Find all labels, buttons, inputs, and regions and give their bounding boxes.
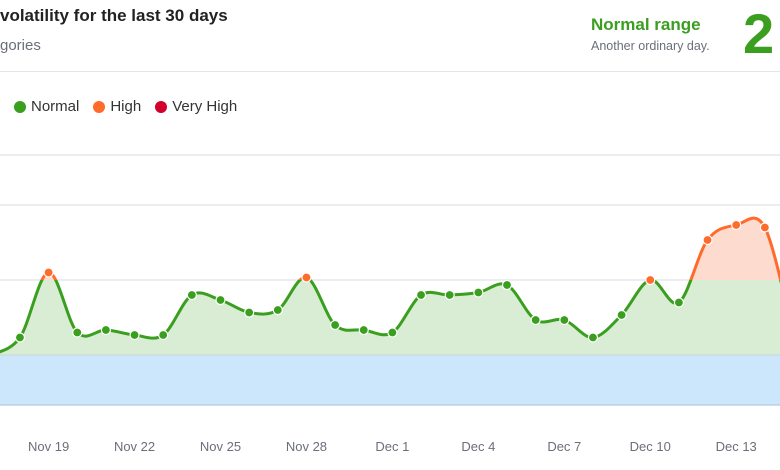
legend-label: Very High <box>172 98 238 115</box>
legend-dot-high <box>93 100 106 113</box>
x-tick-label: Nov 22 <box>114 439 155 454</box>
data-point <box>301 272 312 283</box>
data-point <box>330 319 341 331</box>
x-tick-label: Nov 28 <box>286 439 327 454</box>
chart-title: volatility for the last 30 days <box>0 6 228 25</box>
data-point <box>215 294 226 306</box>
x-tick-label: Dec 13 <box>716 439 757 454</box>
legend-item-high[interactable]: High <box>93 98 141 115</box>
legend: Normal High Very High <box>14 98 237 115</box>
data-point <box>645 274 656 286</box>
divider <box>0 71 780 72</box>
data-point <box>616 309 627 321</box>
status-label: Normal range <box>591 15 701 34</box>
legend-label: Normal <box>31 98 80 115</box>
low-zone-band <box>0 355 780 405</box>
high-area <box>41 218 780 280</box>
data-point <box>43 267 54 278</box>
data-point <box>158 329 169 341</box>
data-point <box>358 324 369 336</box>
data-point <box>444 289 455 301</box>
x-tick-label: Dec 10 <box>630 439 671 454</box>
x-tick-label: Nov 25 <box>200 439 241 454</box>
status-description: Another ordinary day. <box>591 39 710 53</box>
legend-dot-normal <box>14 100 26 113</box>
data-point <box>731 219 742 231</box>
volatility-score: 2 <box>743 2 775 65</box>
data-point <box>244 307 255 318</box>
chart-subtitle: gories <box>0 37 41 54</box>
data-point <box>186 289 197 301</box>
data-point <box>14 332 26 343</box>
data-point <box>100 324 112 336</box>
data-point <box>72 327 83 338</box>
data-point <box>272 304 283 316</box>
legend-dot-very-high <box>155 100 168 113</box>
legend-label: High <box>110 98 142 115</box>
data-point <box>129 329 140 341</box>
data-point <box>473 287 484 298</box>
x-tick-label: Nov 19 <box>28 439 69 454</box>
data-point <box>530 314 541 326</box>
legend-item-very-high[interactable]: Very High <box>155 98 237 115</box>
data-point <box>702 234 713 246</box>
data-point <box>587 332 599 343</box>
data-point <box>387 327 398 338</box>
data-point <box>415 289 427 301</box>
x-tick-label: Dec 4 <box>461 439 495 454</box>
data-point <box>559 314 570 326</box>
legend-item-normal[interactable]: Normal <box>14 98 79 115</box>
data-point <box>673 297 685 308</box>
data-point <box>759 222 770 233</box>
x-tick-label: Dec 1 <box>375 439 409 454</box>
x-tick-label: Dec 7 <box>547 439 581 454</box>
data-point <box>501 279 513 291</box>
